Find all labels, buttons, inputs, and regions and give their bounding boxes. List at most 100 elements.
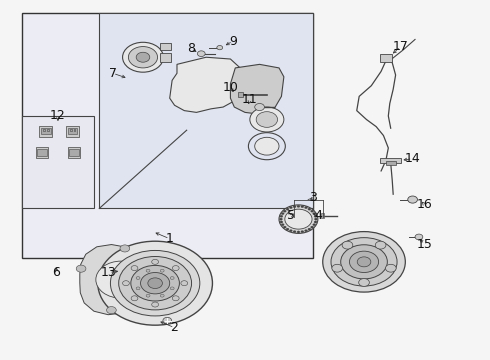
Circle shape — [332, 264, 343, 272]
Circle shape — [76, 265, 86, 272]
Circle shape — [286, 228, 289, 230]
Text: 7: 7 — [109, 67, 117, 80]
Circle shape — [136, 276, 140, 279]
Circle shape — [331, 238, 397, 286]
Circle shape — [408, 196, 417, 203]
Circle shape — [136, 287, 140, 290]
Circle shape — [313, 212, 316, 215]
Polygon shape — [66, 126, 79, 137]
Circle shape — [279, 205, 318, 233]
Text: 5: 5 — [287, 209, 295, 222]
Circle shape — [305, 230, 308, 232]
Circle shape — [122, 42, 163, 72]
Circle shape — [148, 278, 162, 288]
Polygon shape — [80, 244, 172, 315]
Circle shape — [359, 279, 369, 287]
Bar — [47, 129, 49, 131]
Text: 1: 1 — [166, 232, 173, 245]
Circle shape — [342, 241, 353, 249]
Text: 13: 13 — [101, 266, 117, 279]
Circle shape — [283, 226, 286, 228]
Circle shape — [323, 231, 405, 292]
Circle shape — [286, 208, 289, 210]
Polygon shape — [69, 149, 79, 156]
Text: 3: 3 — [309, 191, 317, 204]
Circle shape — [146, 294, 150, 297]
Polygon shape — [40, 126, 52, 137]
Circle shape — [163, 318, 172, 324]
Bar — [386, 162, 395, 165]
Text: 15: 15 — [417, 238, 433, 251]
Circle shape — [106, 307, 116, 314]
Bar — [380, 54, 392, 62]
Circle shape — [311, 226, 314, 228]
Polygon shape — [230, 64, 284, 114]
Circle shape — [181, 281, 188, 286]
Circle shape — [314, 221, 317, 223]
Circle shape — [308, 208, 311, 210]
Circle shape — [285, 209, 312, 229]
Circle shape — [280, 215, 283, 217]
Circle shape — [146, 269, 150, 272]
Circle shape — [311, 210, 314, 212]
Bar — [74, 129, 75, 131]
Circle shape — [281, 224, 284, 226]
Circle shape — [128, 46, 158, 68]
Circle shape — [290, 230, 293, 232]
Circle shape — [297, 205, 300, 207]
Bar — [380, 158, 401, 163]
Polygon shape — [36, 147, 48, 158]
Circle shape — [293, 206, 296, 208]
Text: 17: 17 — [392, 40, 408, 53]
Text: 4: 4 — [314, 209, 322, 222]
Circle shape — [315, 218, 318, 220]
Text: 14: 14 — [405, 152, 420, 165]
Circle shape — [281, 212, 284, 215]
Circle shape — [305, 207, 308, 209]
Circle shape — [152, 302, 159, 307]
Circle shape — [170, 276, 174, 279]
Circle shape — [314, 215, 317, 217]
Circle shape — [415, 234, 423, 240]
Bar — [22, 13, 313, 258]
Bar — [22, 116, 95, 208]
Circle shape — [98, 241, 213, 325]
Text: 8: 8 — [188, 42, 196, 55]
Polygon shape — [41, 128, 50, 134]
Polygon shape — [37, 149, 47, 156]
Circle shape — [160, 294, 164, 297]
Circle shape — [131, 296, 138, 301]
Bar — [160, 43, 171, 50]
Circle shape — [255, 137, 279, 155]
Circle shape — [301, 206, 304, 208]
Circle shape — [122, 281, 129, 286]
Bar — [238, 92, 243, 98]
Circle shape — [290, 207, 293, 209]
Circle shape — [152, 259, 159, 264]
Polygon shape — [68, 128, 77, 134]
Circle shape — [255, 103, 265, 111]
Text: 9: 9 — [229, 35, 237, 48]
Circle shape — [375, 241, 386, 249]
Text: 12: 12 — [50, 109, 66, 122]
Circle shape — [131, 266, 138, 271]
Circle shape — [170, 287, 174, 290]
Circle shape — [357, 257, 371, 267]
Polygon shape — [170, 57, 240, 112]
Circle shape — [110, 251, 200, 316]
Text: 2: 2 — [171, 321, 178, 334]
Circle shape — [141, 273, 170, 294]
Text: 10: 10 — [222, 81, 238, 94]
Text: 6: 6 — [52, 266, 60, 279]
Circle shape — [308, 228, 311, 230]
Circle shape — [172, 266, 179, 271]
Bar — [70, 129, 72, 131]
Circle shape — [197, 51, 205, 57]
Circle shape — [217, 45, 222, 50]
Circle shape — [280, 221, 283, 223]
Bar — [321, 213, 324, 218]
Circle shape — [293, 230, 296, 233]
Circle shape — [297, 231, 300, 233]
Bar — [99, 13, 313, 208]
Circle shape — [313, 224, 316, 226]
